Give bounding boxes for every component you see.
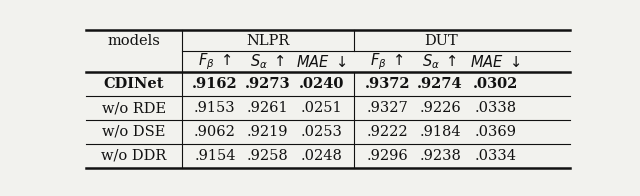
- Text: $MAE$ $\downarrow$: $MAE$ $\downarrow$: [470, 54, 521, 70]
- Text: .0253: .0253: [301, 125, 342, 139]
- Text: $F_{\beta}$ $\uparrow$: $F_{\beta}$ $\uparrow$: [371, 52, 404, 72]
- Text: .9162: .9162: [192, 77, 238, 91]
- Text: .9226: .9226: [419, 101, 461, 115]
- Text: DUT: DUT: [425, 34, 458, 48]
- Text: .9274: .9274: [417, 77, 463, 91]
- Text: .0338: .0338: [475, 101, 516, 115]
- Text: CDINet: CDINet: [103, 77, 164, 91]
- Text: .9296: .9296: [367, 149, 408, 163]
- Text: .9238: .9238: [419, 149, 461, 163]
- Text: .9154: .9154: [194, 149, 236, 163]
- Text: .0369: .0369: [475, 125, 516, 139]
- Text: .9261: .9261: [246, 101, 288, 115]
- Text: .9153: .9153: [194, 101, 236, 115]
- Text: $F_{\beta}$ $\uparrow$: $F_{\beta}$ $\uparrow$: [198, 52, 232, 72]
- Text: w/o DDR: w/o DDR: [101, 149, 166, 163]
- Text: .0334: .0334: [475, 149, 516, 163]
- Text: w/o RDE: w/o RDE: [102, 101, 166, 115]
- Text: .0248: .0248: [301, 149, 342, 163]
- Text: .9372: .9372: [365, 77, 410, 91]
- Text: .9273: .9273: [244, 77, 291, 91]
- Text: .9062: .9062: [194, 125, 236, 139]
- Text: $S_{\alpha}$ $\uparrow$: $S_{\alpha}$ $\uparrow$: [422, 53, 458, 71]
- Text: .9219: .9219: [247, 125, 288, 139]
- Text: .9258: .9258: [246, 149, 289, 163]
- Text: .9184: .9184: [419, 125, 461, 139]
- Text: w/o DSE: w/o DSE: [102, 125, 165, 139]
- Text: $S_{\alpha}$ $\uparrow$: $S_{\alpha}$ $\uparrow$: [250, 53, 285, 71]
- Text: .0251: .0251: [301, 101, 342, 115]
- Text: NLPR: NLPR: [246, 34, 290, 48]
- Text: .0302: .0302: [473, 77, 518, 91]
- Text: $MAE$ $\downarrow$: $MAE$ $\downarrow$: [296, 54, 347, 70]
- Text: .9222: .9222: [367, 125, 408, 139]
- Text: .9327: .9327: [367, 101, 408, 115]
- Text: .0240: .0240: [299, 77, 344, 91]
- Text: models: models: [107, 34, 160, 48]
